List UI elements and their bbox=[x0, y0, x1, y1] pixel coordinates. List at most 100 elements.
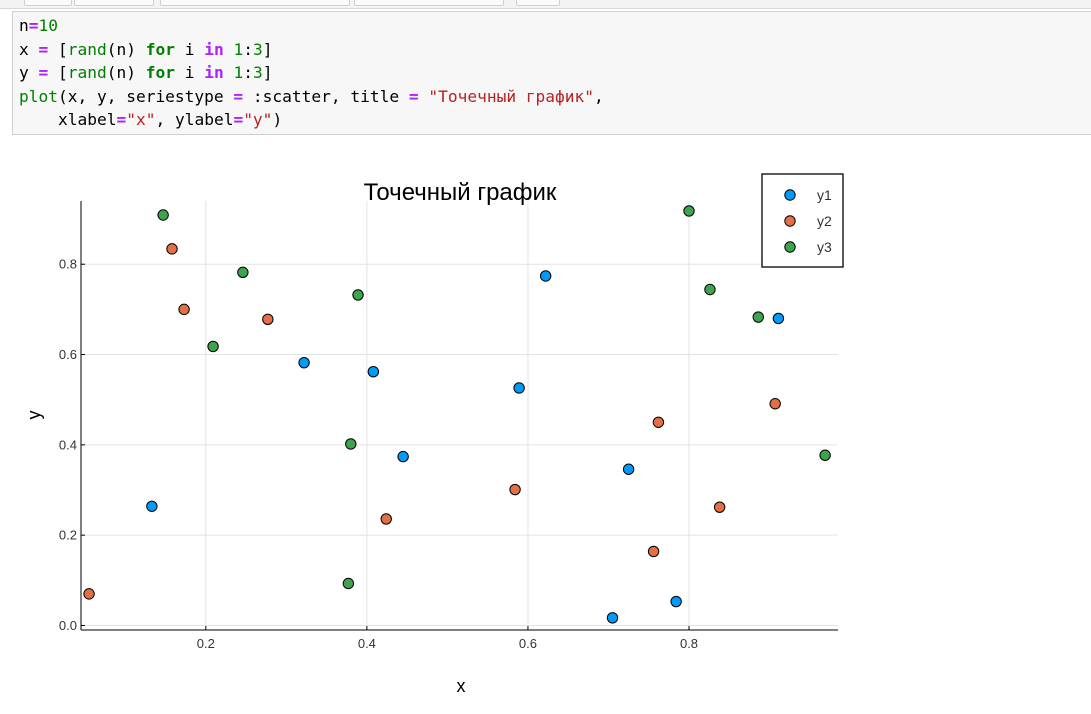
code-token: plot bbox=[19, 86, 58, 106]
code-token bbox=[224, 40, 234, 59]
code-token: for bbox=[145, 63, 175, 82]
code-line: n=10 bbox=[19, 14, 1091, 38]
toolbar-button[interactable] bbox=[516, 0, 560, 6]
code-token: "Точечный график" bbox=[428, 86, 595, 106]
chart-title: Точечный график bbox=[364, 179, 557, 206]
plot-output: 0.2 0.4 0.6 0.8 0.0 0.2 0.4 0.6 0.8 Точечный граф… bbox=[0, 150, 1091, 709]
code-token: = bbox=[233, 86, 244, 106]
code-token: xlabel bbox=[19, 110, 117, 129]
point-y2 bbox=[178, 303, 190, 316]
code-token: [ bbox=[48, 39, 68, 59]
code-token: 1 bbox=[233, 39, 244, 59]
code-cell-input[interactable]: n=10 x = [rand(n) for i in 1:3] y = [rand(… bbox=[12, 11, 1091, 135]
toolbar-button[interactable] bbox=[24, 0, 72, 6]
point-y3 bbox=[207, 340, 219, 353]
point-y1 bbox=[539, 270, 552, 282]
legend-marker-y3 bbox=[784, 241, 796, 253]
point-y2 bbox=[166, 243, 178, 255]
y-tick-label: 0.0 bbox=[59, 618, 77, 633]
code-token: (n) bbox=[106, 39, 146, 59]
x-tick-label: 0.2 bbox=[197, 636, 215, 651]
code-token: ) bbox=[272, 110, 283, 129]
point-y2 bbox=[652, 416, 665, 428]
code-token: :scatter, title bbox=[243, 86, 409, 106]
code-token: 10 bbox=[38, 16, 59, 35]
y-tick-label: 0.6 bbox=[59, 347, 77, 362]
code-token: : bbox=[243, 63, 253, 82]
toolbar-button[interactable] bbox=[160, 0, 350, 6]
code-token: for bbox=[145, 39, 175, 59]
point-y3 bbox=[752, 311, 764, 323]
point-y3 bbox=[683, 205, 695, 217]
code-token: i bbox=[174, 63, 205, 82]
code-token: ] bbox=[262, 39, 273, 59]
code-token: (n) bbox=[106, 63, 146, 82]
point-y1 bbox=[397, 450, 409, 463]
point-y1 bbox=[513, 382, 525, 394]
code-token: ] bbox=[262, 63, 273, 82]
notebook-toolbar bbox=[0, 0, 1091, 9]
toolbar-button[interactable] bbox=[74, 0, 154, 6]
legend-marker-y2 bbox=[784, 215, 796, 227]
code-token: : bbox=[243, 39, 253, 59]
legend-marker-y1 bbox=[784, 189, 796, 201]
point-y3 bbox=[345, 438, 357, 450]
x-tick-label: 0.4 bbox=[358, 636, 376, 651]
point-y1 bbox=[772, 312, 785, 325]
point-y3 bbox=[157, 209, 169, 221]
point-y1 bbox=[367, 365, 380, 378]
point-y2 bbox=[769, 398, 781, 410]
code-token: "y" bbox=[243, 110, 273, 129]
toolbar-button[interactable] bbox=[354, 0, 504, 6]
legend-label: y1 bbox=[817, 187, 832, 203]
code-editor[interactable]: n=10 x = [rand(n) for i in 1:3] y = [rand(… bbox=[13, 12, 1091, 132]
scatter-chart: 0.2 0.4 0.6 0.8 0.0 0.2 0.4 0.6 0.8 Точечный граф… bbox=[24, 173, 844, 696]
point-y1 bbox=[298, 356, 310, 369]
point-y3 bbox=[342, 577, 355, 590]
y-tick-label: 0.2 bbox=[59, 528, 77, 543]
legend-label: y2 bbox=[817, 213, 832, 229]
point-y3 bbox=[352, 289, 364, 301]
point-y3 bbox=[819, 449, 831, 461]
code-token: 1 bbox=[233, 63, 244, 82]
point-y1 bbox=[622, 463, 635, 475]
y-tick-label: 0.4 bbox=[59, 437, 77, 452]
code-token: [ bbox=[48, 63, 68, 82]
code-token: = bbox=[38, 39, 49, 59]
code-token: in bbox=[204, 39, 224, 59]
point-y3 bbox=[237, 266, 249, 279]
y-axis-label: y bbox=[24, 411, 44, 420]
x-tick-label: 0.6 bbox=[519, 636, 537, 651]
code-token: = bbox=[28, 16, 39, 35]
code-token: = bbox=[116, 110, 127, 129]
code-token: = bbox=[408, 86, 419, 106]
point-y2 bbox=[647, 545, 660, 558]
point-y2 bbox=[509, 483, 521, 496]
point-y2 bbox=[83, 588, 95, 600]
code-token: rand bbox=[67, 63, 107, 82]
code-token: "x" bbox=[126, 110, 156, 129]
code-line: x = [rand(n) for i in 1:3] bbox=[19, 38, 1091, 62]
code-token: = bbox=[38, 63, 49, 82]
code-token: rand bbox=[67, 39, 107, 59]
x-tick-label: 0.8 bbox=[680, 636, 698, 651]
y-tick-label: 0.8 bbox=[59, 257, 77, 272]
x-axis-label: x bbox=[457, 676, 466, 696]
code-line: plot(x, y, seriestype = :scatter, title … bbox=[19, 85, 1091, 109]
point-y3 bbox=[704, 283, 716, 296]
code-token bbox=[419, 87, 429, 106]
code-token: , ylabel bbox=[155, 110, 234, 129]
code-token: i bbox=[174, 39, 205, 59]
code-token: n bbox=[19, 16, 29, 35]
code-token: in bbox=[204, 63, 224, 82]
point-y1 bbox=[606, 612, 619, 624]
code-token: (x, y, seriestype bbox=[57, 86, 234, 106]
legend-label: y3 bbox=[817, 239, 832, 255]
point-y2 bbox=[380, 513, 392, 525]
code-token: x bbox=[19, 39, 39, 59]
code-token: y bbox=[19, 63, 39, 82]
code-token: = bbox=[233, 110, 244, 129]
code-token bbox=[224, 63, 234, 82]
legend-box bbox=[761, 173, 844, 268]
point-y2 bbox=[713, 501, 726, 513]
